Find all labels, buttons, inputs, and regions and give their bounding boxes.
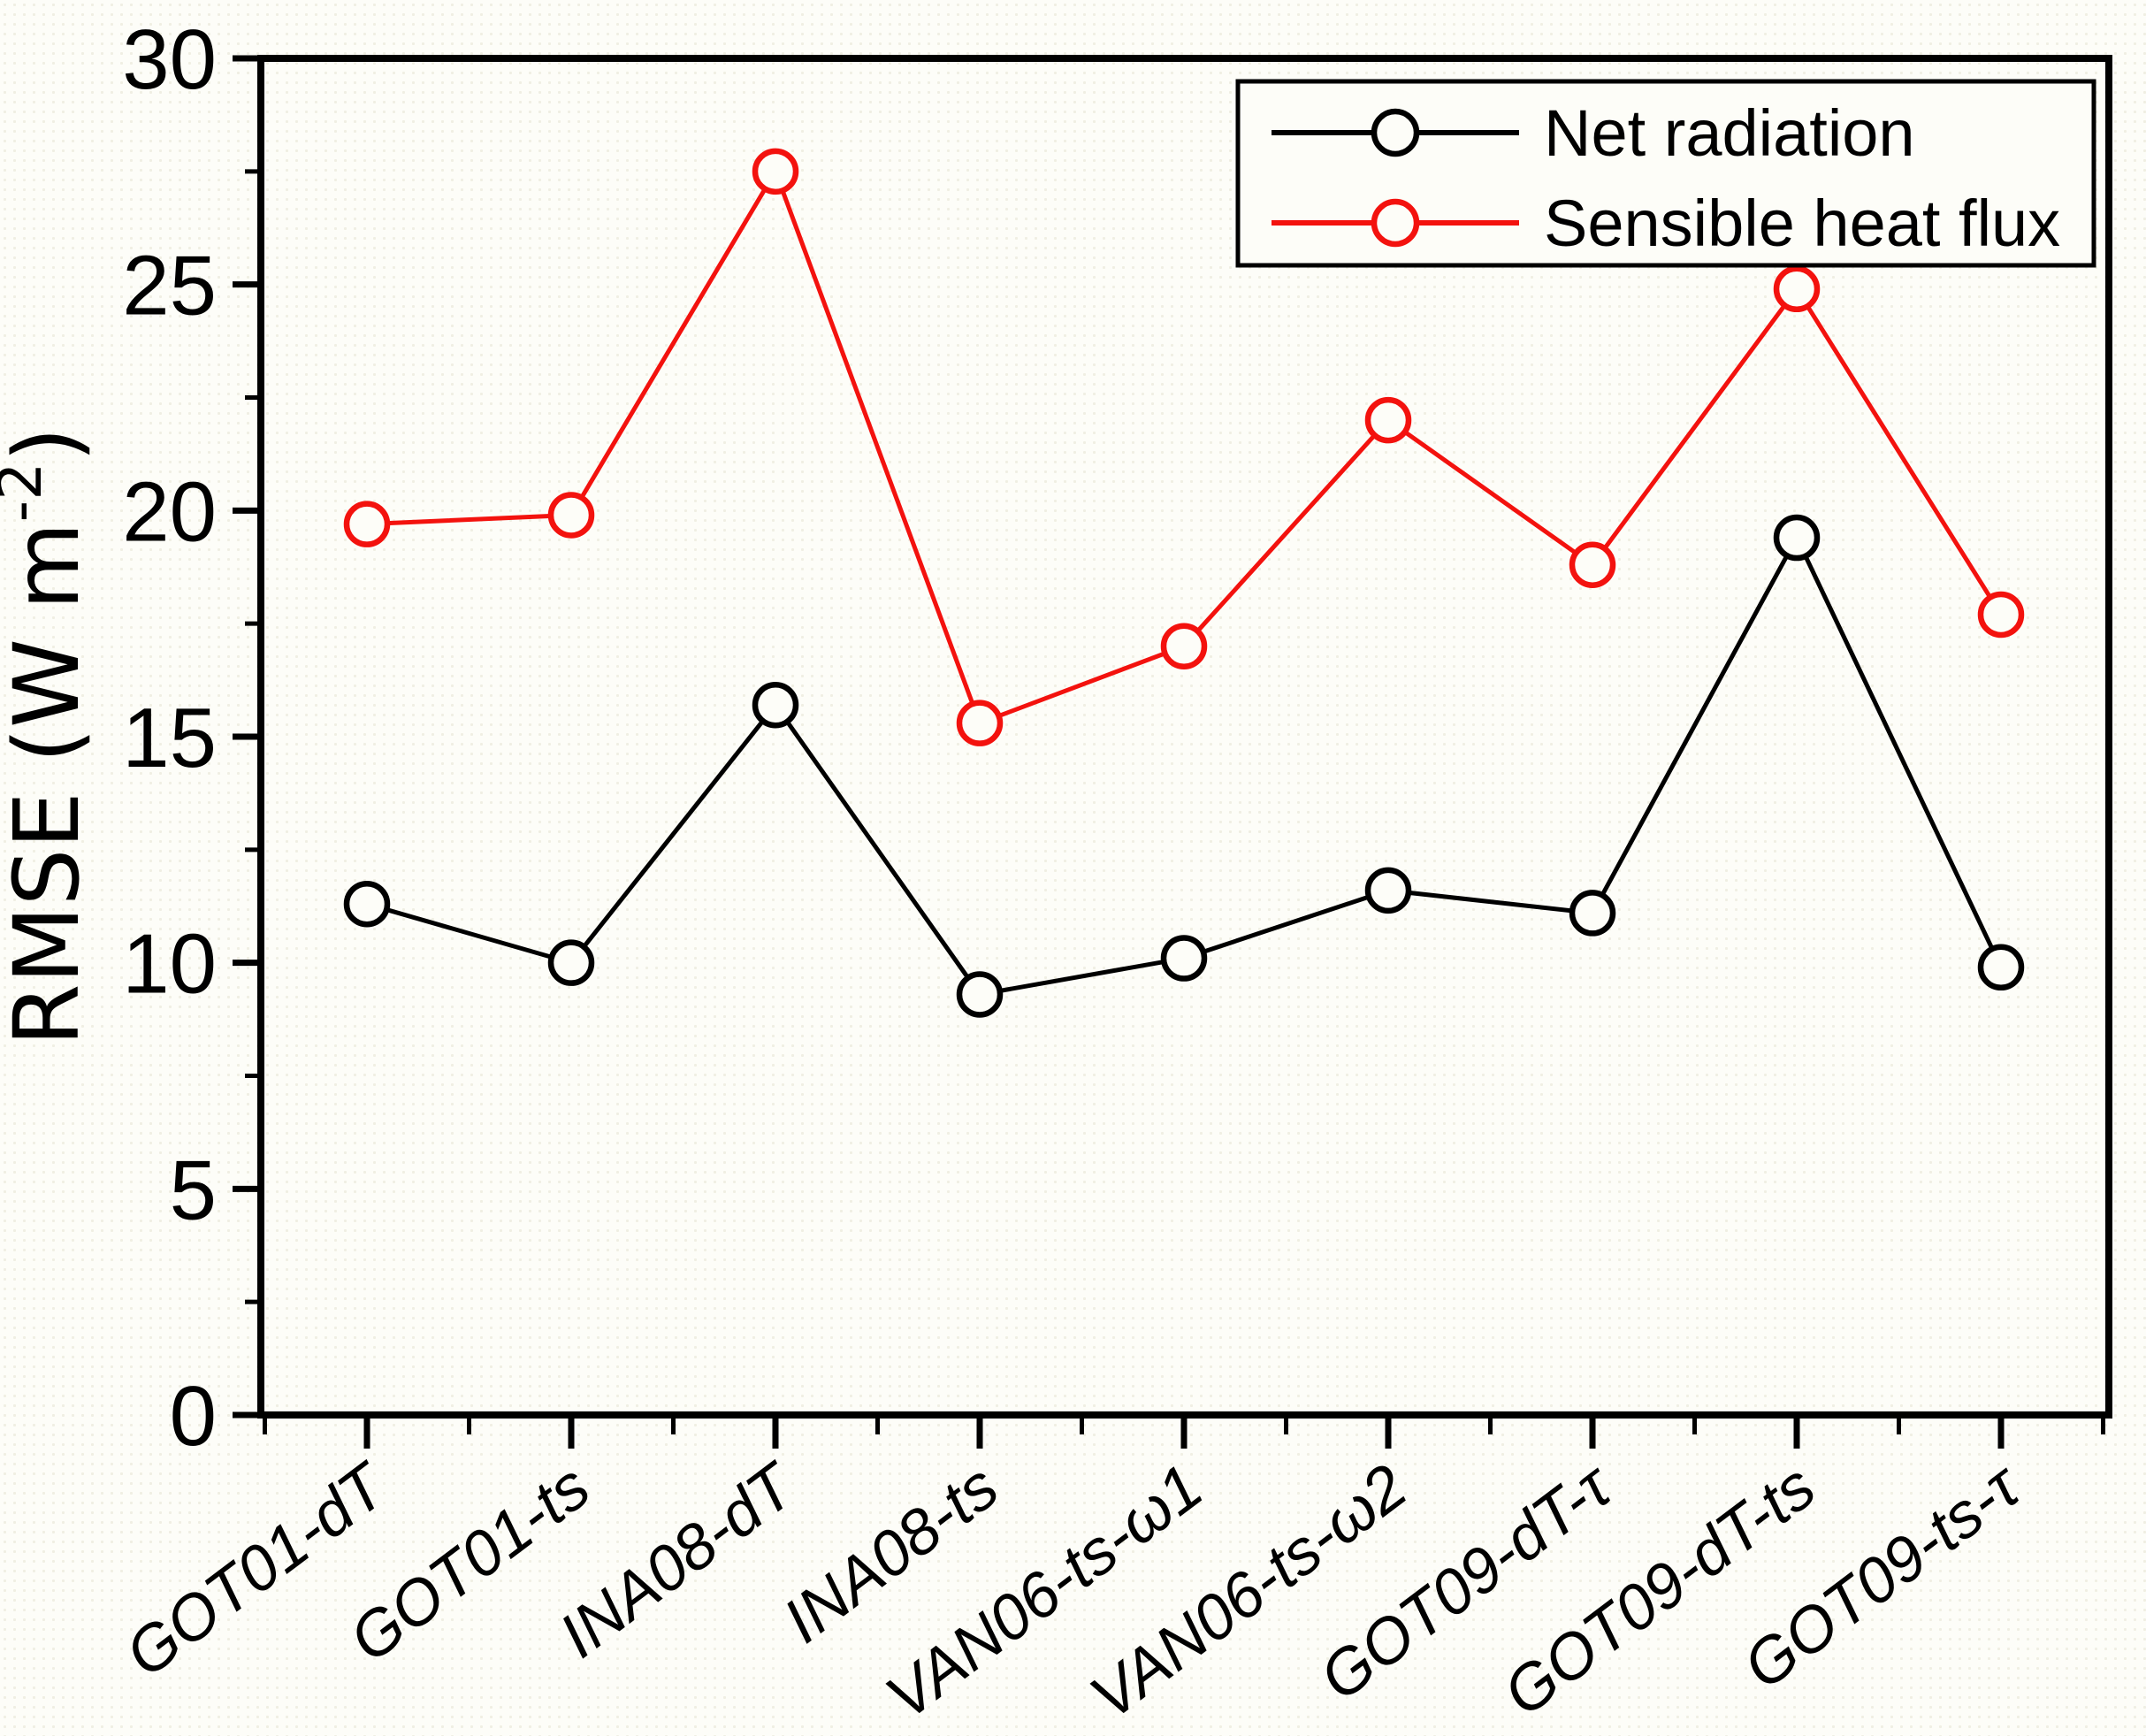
legend: Net radiation Sensible heat flux — [1235, 79, 2096, 268]
data-point-net-radiation — [1160, 935, 1208, 982]
legend-marker-sensible-heat-flux — [1371, 198, 1420, 248]
data-point-sensible-heat-flux — [1977, 591, 2025, 639]
data-point-sensible-heat-flux — [547, 492, 595, 539]
legend-marker-net-radiation — [1371, 108, 1420, 157]
data-point-net-radiation — [1977, 944, 2025, 991]
y-tick-label: 10 — [122, 917, 217, 1012]
data-point-sensible-heat-flux — [1773, 265, 1821, 313]
legend-label-net-radiation: Net radiation — [1544, 96, 1915, 170]
y-tick-label: 20 — [122, 464, 217, 559]
y-tick-label: 30 — [122, 12, 217, 107]
y-tick-label: 0 — [170, 1369, 217, 1464]
data-point-net-radiation — [547, 939, 595, 986]
data-point-net-radiation — [1364, 867, 1412, 914]
data-point-net-radiation — [1773, 514, 1821, 562]
legend-item-sensible-heat-flux: Sensible heat flux — [1272, 187, 2060, 260]
data-point-net-radiation — [343, 880, 391, 928]
y-tick-label: 15 — [122, 691, 217, 785]
y-axis-title: RMSE (W m-2) — [0, 427, 100, 1047]
data-point-sensible-heat-flux — [1160, 623, 1208, 669]
chart-layer: 051015202530GOT01-dTGOT01-tsINA08-dTINA0… — [113, 12, 2112, 1733]
y-tick-label: 25 — [122, 239, 217, 333]
series-line-net-radiation — [366, 532, 2004, 998]
y-axis-title-base: RMSE (W m — [0, 522, 100, 1046]
y-tick-label: 5 — [170, 1143, 217, 1237]
x-category-label: INA08-dT — [546, 1449, 810, 1671]
data-point-sensible-heat-flux — [1364, 396, 1412, 444]
data-point-sensible-heat-flux — [956, 700, 1004, 746]
data-point-net-radiation — [956, 971, 1004, 1018]
legend-item-net-radiation: Net radiation — [1272, 96, 1915, 170]
legend-label-sensible-heat-flux: Sensible heat flux — [1544, 187, 2060, 260]
x-category-label: GOT01-dT — [113, 1449, 402, 1691]
data-point-sensible-heat-flux — [343, 501, 391, 547]
data-point-net-radiation — [1569, 890, 1616, 937]
y-axis-title-close: ) — [0, 427, 100, 463]
data-point-net-radiation — [752, 681, 799, 729]
data-point-sensible-heat-flux — [752, 148, 799, 195]
y-axis-title-exponent: -2 — [0, 463, 56, 523]
data-point-sensible-heat-flux — [1569, 541, 1616, 588]
